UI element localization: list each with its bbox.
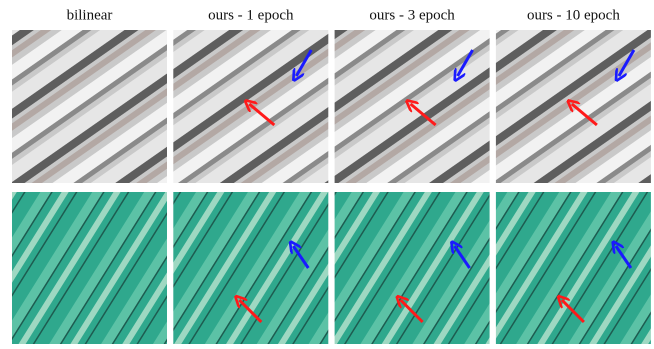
- segmentation-image: [335, 192, 490, 344]
- column-title: ours - 3 epoch: [369, 7, 455, 23]
- segmentation-image: [12, 192, 167, 344]
- segmentation-image: [173, 192, 328, 344]
- aerial-image: [12, 30, 167, 183]
- segmentation-image: [496, 192, 651, 344]
- page: {"columns": [{"title": "bilinear"}, {"ti…: [0, 0, 654, 344]
- column-title: ours - 10 epoch: [527, 7, 620, 23]
- column-title: bilinear: [67, 7, 113, 23]
- column-title: ours - 1 epoch: [208, 7, 294, 23]
- figure: bilinear ours - 1 epoch ours - 3 epoch ours…: [0, 0, 654, 344]
